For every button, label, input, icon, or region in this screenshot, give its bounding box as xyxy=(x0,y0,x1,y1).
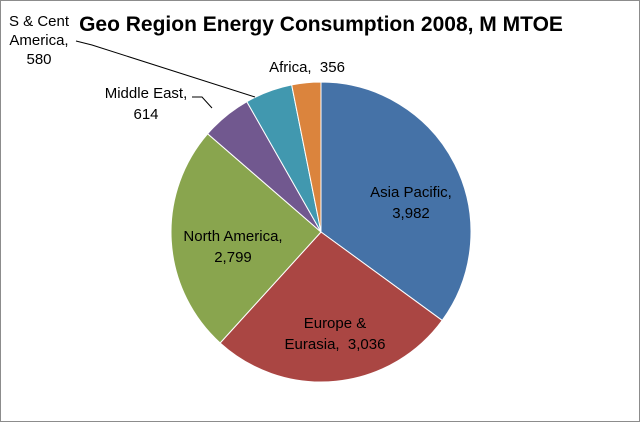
data-label-line: 2,799 xyxy=(214,249,252,266)
data-label-africa: Africa, 356 xyxy=(269,59,345,76)
pie-slice-africa xyxy=(291,81,322,233)
data-label-line: 3,982 xyxy=(392,205,430,222)
data-label-line: Europe & xyxy=(304,315,367,332)
data-label-middle-east: Middle East, 614 xyxy=(105,85,188,123)
chart-title: Geo Region Energy Consumption 2008, M MT… xyxy=(79,13,563,36)
leader-line-middle-east xyxy=(192,96,213,109)
pie-slice-north-america xyxy=(170,133,322,344)
data-label-line: Middle East, xyxy=(105,85,188,102)
data-label-line: 614 xyxy=(133,106,158,123)
pie-slice-europe-and-eurasia xyxy=(219,231,443,383)
data-label-line: Africa, 356 xyxy=(269,59,345,76)
data-label-line: Asia Pacific, xyxy=(370,184,452,201)
data-label-line: Eurasia, 3,036 xyxy=(285,336,386,353)
data-label-europe-and-eurasia: Europe & Eurasia, 3,036 xyxy=(285,315,386,353)
data-label-asia-pacific: Asia Pacific, 3,982 xyxy=(370,184,452,222)
data-label-line: S & Cent xyxy=(9,13,70,30)
pie-slice-asia-pacific xyxy=(320,81,472,322)
data-label-s-and-cent-america: S & Cent America, 580 xyxy=(9,13,70,68)
data-label-line: 580 xyxy=(26,51,51,68)
data-label-line: North America, xyxy=(183,228,282,245)
leader-line-s-and-cent-america xyxy=(75,40,256,98)
data-label-north-america: North America, 2,799 xyxy=(183,228,282,266)
data-label-line: America, xyxy=(9,32,68,49)
